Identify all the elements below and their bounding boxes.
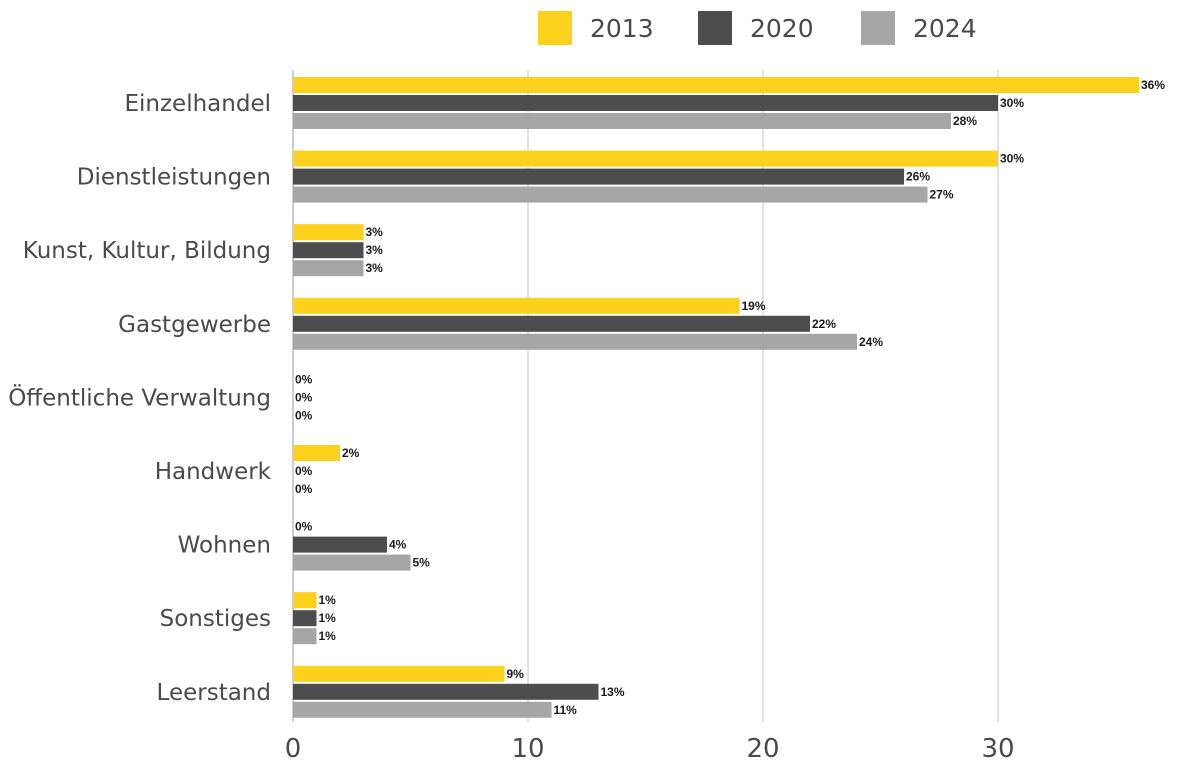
data-label: 1% bbox=[319, 611, 337, 625]
data-label: 36% bbox=[1141, 78, 1165, 92]
data-label: 0% bbox=[295, 390, 313, 404]
bar bbox=[293, 95, 998, 111]
data-label: 5% bbox=[413, 556, 431, 570]
data-label: 30% bbox=[1000, 96, 1024, 110]
category-label: Handwerk bbox=[155, 459, 272, 485]
bar bbox=[293, 683, 599, 700]
legend-label: 2024 bbox=[913, 14, 977, 43]
bar bbox=[293, 701, 552, 718]
data-label: 30% bbox=[1000, 152, 1024, 166]
bar bbox=[293, 592, 317, 609]
category-label: Gastgewerbe bbox=[118, 312, 271, 338]
bar bbox=[293, 665, 505, 682]
bar bbox=[293, 113, 951, 129]
data-label: 22% bbox=[812, 317, 836, 331]
data-label: 26% bbox=[906, 170, 930, 184]
bar bbox=[293, 610, 317, 627]
data-label: 27% bbox=[930, 188, 954, 202]
data-label: 2% bbox=[342, 446, 360, 460]
category-label: Leerstand bbox=[157, 680, 271, 706]
x-tick-label: 0 bbox=[285, 734, 302, 760]
data-label: 24% bbox=[859, 335, 883, 349]
data-label: 0% bbox=[295, 520, 313, 534]
data-label: 4% bbox=[389, 538, 407, 552]
data-label: 1% bbox=[319, 593, 337, 607]
legend-label: 2013 bbox=[590, 14, 654, 43]
bar bbox=[293, 315, 810, 332]
x-tick-label: 10 bbox=[511, 734, 544, 760]
category-label: Kunst, Kultur, Bildung bbox=[23, 238, 271, 264]
category-label: Dienstleistungen bbox=[77, 165, 271, 191]
bar bbox=[293, 260, 364, 277]
bar bbox=[293, 168, 904, 185]
category-labels: Einzelhandel Dienstleistungen Kunst, Kultu… bbox=[8, 91, 271, 706]
x-tick-label: 30 bbox=[981, 734, 1014, 760]
category-label: Einzelhandel bbox=[124, 91, 271, 117]
category-label: Wohnen bbox=[178, 533, 271, 559]
grid-lines bbox=[292, 70, 999, 722]
data-label: 28% bbox=[953, 114, 977, 128]
bar bbox=[293, 536, 387, 553]
data-label: 3% bbox=[366, 261, 384, 275]
legend-swatch bbox=[538, 11, 572, 45]
data-label: 19% bbox=[742, 299, 766, 313]
bar bbox=[293, 224, 364, 241]
legend: 2013 2020 2024 bbox=[538, 11, 977, 45]
data-label: 3% bbox=[366, 243, 384, 257]
data-label: 0% bbox=[295, 408, 313, 422]
x-axis-ticks: 0 10 20 30 bbox=[285, 734, 1015, 760]
x-tick-label: 20 bbox=[746, 734, 779, 760]
bar bbox=[293, 628, 317, 645]
data-label: 3% bbox=[366, 225, 384, 239]
data-label: 0% bbox=[295, 482, 313, 496]
data-label: 13% bbox=[601, 685, 625, 699]
data-label: 0% bbox=[295, 372, 313, 386]
category-label: Sonstiges bbox=[160, 606, 271, 632]
bar bbox=[293, 297, 740, 314]
legend-swatch bbox=[698, 11, 732, 45]
bar bbox=[293, 333, 857, 350]
legend-swatch bbox=[861, 11, 895, 45]
category-label: Öffentliche Verwaltung bbox=[8, 383, 271, 411]
bar bbox=[293, 445, 340, 461]
data-label: 1% bbox=[319, 629, 337, 643]
data-label: 11% bbox=[554, 703, 578, 717]
bar bbox=[293, 77, 1139, 93]
bar bbox=[293, 554, 411, 571]
bar bbox=[293, 242, 364, 259]
legend-label: 2020 bbox=[750, 14, 814, 43]
bar bbox=[293, 186, 928, 203]
bars bbox=[293, 77, 1139, 718]
data-labels: 36% 30% 28% 30% 26%27% 3% 3% 3% 19% 22% 24% 0% 0% 0% 2… bbox=[295, 78, 1165, 717]
data-label: 9% bbox=[507, 667, 525, 681]
data-label: 0% bbox=[295, 464, 313, 478]
bar bbox=[293, 150, 998, 167]
